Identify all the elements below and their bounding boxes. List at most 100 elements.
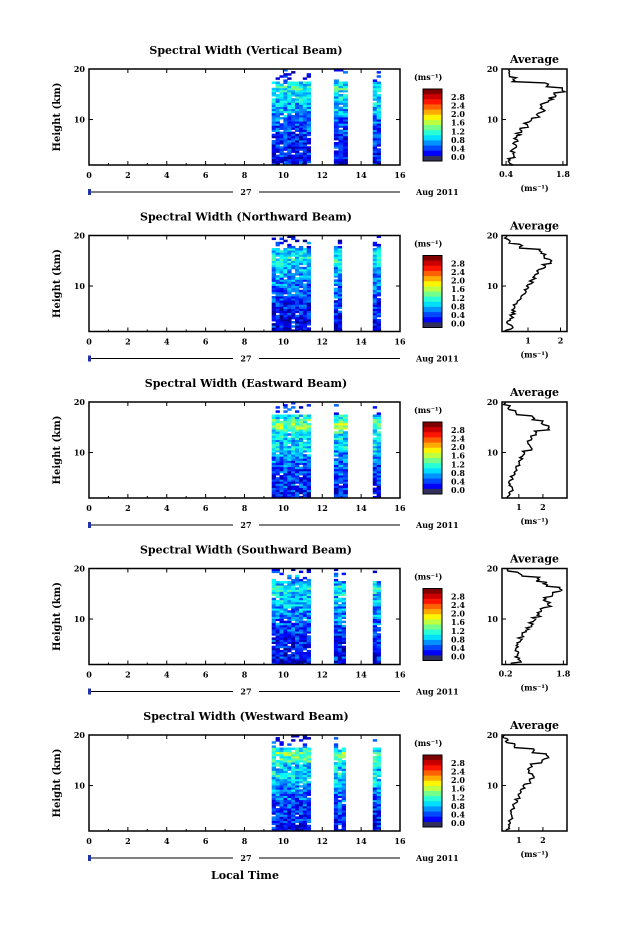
heatmap-cell (287, 645, 292, 649)
heatmap-cell (275, 250, 280, 253)
heatmap-cell (295, 252, 300, 255)
heatmap-cell (271, 429, 276, 432)
heatmap-cell (338, 429, 344, 432)
heatmap-cell (333, 797, 339, 801)
heatmap-cell (341, 614, 346, 617)
heatmap-cell (302, 441, 308, 445)
heatmap-cell (283, 651, 288, 655)
heatmap-cell (275, 316, 280, 320)
heatmap-cell (341, 649, 346, 653)
x-tick-label: 12 (317, 836, 328, 846)
heatmap-cell (295, 808, 300, 811)
heatmap-cell (306, 749, 311, 753)
heatmap-cell (333, 795, 339, 799)
heatmap-cell (306, 826, 311, 830)
colorbar-step (423, 432, 442, 438)
heatmap-cell (298, 776, 304, 780)
heatmap-cell (291, 277, 296, 280)
heatmap-cell (283, 254, 288, 257)
heatmap-cell (279, 458, 284, 461)
heatmap-cell (287, 768, 292, 771)
heatmap-cell (338, 139, 344, 143)
heatmap-cell (287, 629, 292, 632)
heatmap-cell (337, 785, 343, 788)
heatmap-cell (291, 462, 296, 466)
heatmap-cell (376, 285, 381, 289)
heatmap-cell (291, 810, 296, 813)
heatmap-cell (333, 264, 339, 268)
colorbar-frame (422, 588, 443, 661)
heatmap-cell (337, 631, 343, 634)
heatmap-cell (271, 793, 276, 796)
heatmap-cell (291, 641, 296, 645)
heatmap-cell (372, 420, 378, 424)
heatmap-cell (341, 778, 346, 782)
heatmap-cell (295, 651, 300, 655)
heatmap-cell (337, 622, 343, 626)
heatmap-cell (298, 306, 304, 309)
heatmap-cell (302, 106, 308, 110)
heatmap-cell (271, 487, 276, 491)
heatmap-cell (279, 639, 284, 642)
heatmap-cell (279, 597, 284, 601)
heatmap-cell (376, 755, 381, 759)
heatmap-cell (283, 462, 288, 466)
heatmap-cell (275, 601, 280, 605)
heatmap-cell (279, 768, 284, 771)
heatmap-cell (295, 647, 300, 651)
heatmap-cell (372, 441, 378, 445)
heatmap-cell (283, 776, 288, 780)
heatmap-cell (283, 329, 288, 332)
colorbar-tick-label: 2.0 (451, 609, 465, 619)
heatmap-cell (302, 435, 308, 438)
heatmap-cell (271, 285, 276, 289)
heatmap-cell (302, 770, 308, 773)
heatmap-cell (298, 801, 304, 805)
heatmap-cell (376, 94, 381, 97)
heatmap-cell (291, 803, 296, 807)
heatmap-cell (302, 466, 308, 470)
heatmap-cell (283, 266, 288, 270)
heatmap-cell (271, 475, 276, 478)
heatmap-cell (295, 239, 300, 243)
heatmap-cell (372, 102, 378, 105)
heatmap-cell (287, 445, 292, 449)
panel-3: Spectral Width (Southward Beam)0 2 4 6 8 10 12… (52, 544, 571, 697)
heatmap-cell (333, 737, 339, 740)
heatmap-cell (298, 314, 304, 318)
heatmap-cell (287, 458, 292, 461)
heatmap-cell (372, 822, 378, 826)
heatmap-cell (333, 254, 339, 257)
heatmap-cell (271, 129, 276, 133)
heatmap-cell (287, 662, 292, 665)
heatmap-cell (291, 587, 296, 590)
heatmap-cell (279, 808, 284, 811)
heatmap-cell (337, 795, 343, 799)
heatmap-cell (372, 108, 378, 112)
heatmap-cell (338, 437, 344, 440)
heatmap-cell (271, 612, 276, 615)
heatmap-cell (306, 660, 311, 663)
heatmap-cell (376, 98, 381, 101)
heatmap-cell (298, 422, 304, 426)
heatmap-cell (295, 778, 300, 782)
heatmap-cell (306, 643, 311, 647)
heatmap-cell (283, 814, 288, 817)
heatmap-cell (306, 780, 311, 784)
heatmap-cell (287, 302, 292, 305)
x-tick-label: 0 (86, 170, 92, 180)
heatmap-cell (337, 329, 343, 332)
heatmap-cell (376, 254, 381, 257)
heatmap-cell (283, 158, 288, 162)
heatmap-cell (337, 597, 343, 601)
heatmap-cell (283, 418, 288, 422)
heatmap-cell (306, 293, 311, 297)
heatmap-cell (287, 112, 292, 116)
heatmap-cell (302, 256, 308, 259)
heatmap-cell (291, 812, 296, 815)
heatmap-cell (302, 785, 308, 788)
heatmap-cell (283, 135, 288, 139)
heatmap-cell (295, 477, 300, 480)
heatmap-cell (306, 131, 311, 135)
